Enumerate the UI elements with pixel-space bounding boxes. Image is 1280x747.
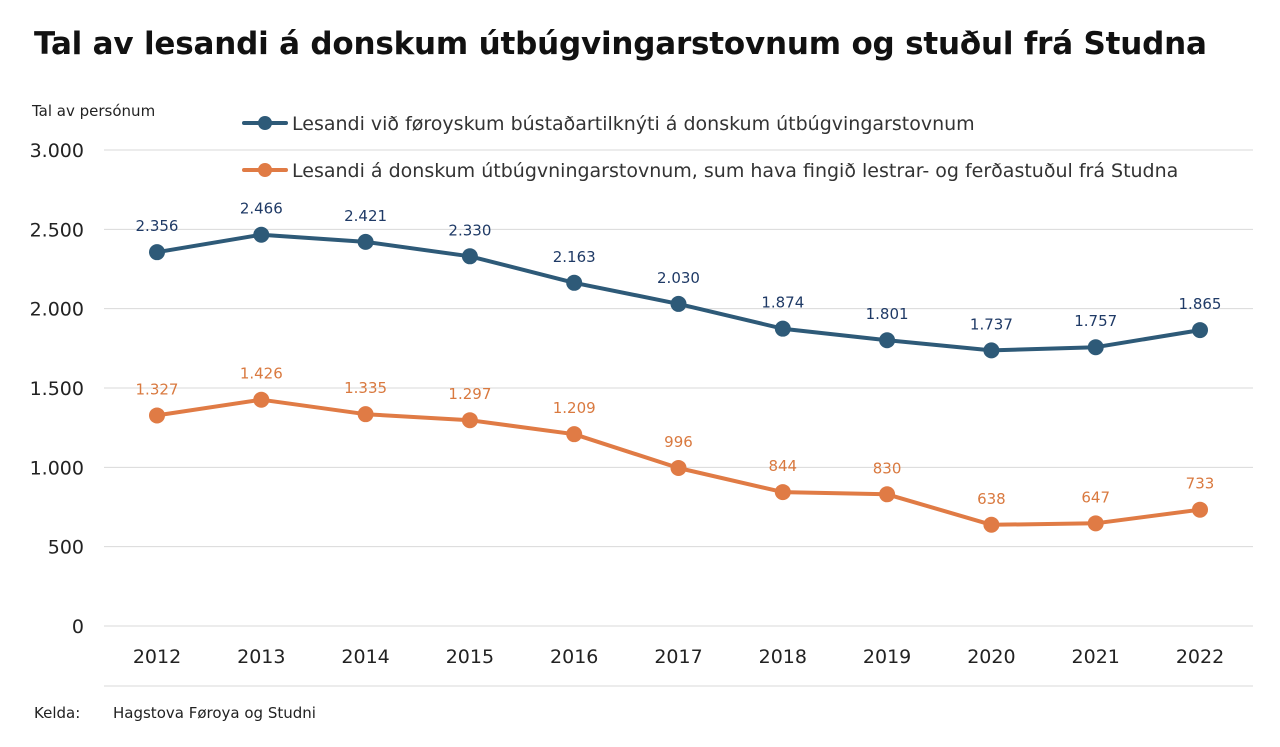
source-value: Hagstova Føroya og Studni <box>113 704 316 722</box>
series-2-data-label: 996 <box>664 433 693 451</box>
y-axis-label: Tal av persónum <box>31 102 155 120</box>
x-tick-label: 2015 <box>446 646 494 668</box>
series-1-point <box>1087 339 1104 356</box>
series-2-point <box>879 486 896 503</box>
series-2-point <box>149 407 165 424</box>
x-tick-label: 2018 <box>759 646 807 668</box>
x-tick-label: 2016 <box>550 646 598 668</box>
series-2-data-label: 733 <box>1186 475 1215 493</box>
series-1-point <box>774 320 791 337</box>
series-1-data-label: 1.801 <box>866 305 909 323</box>
series-2-data-label: 638 <box>977 490 1006 508</box>
series-2-data-label: 830 <box>873 459 902 477</box>
x-axis-ticks: 2012 2013 2014 2015 2016 2017 2018 2019 2020 2021… <box>133 646 1224 668</box>
series-2-data-label: 1.209 <box>553 399 596 417</box>
series-2-point <box>461 412 478 429</box>
series-1-point <box>670 295 687 312</box>
y-axis-ticks: 0 500 1.000 1.500 2.000 2.500 3.000 <box>30 140 84 638</box>
series-2-point <box>1087 515 1104 532</box>
data-labels: 2.356 2.466 2.421 2.330 2.163 2.030 1.874 1.801… <box>136 200 1222 508</box>
series-1-point <box>879 332 896 349</box>
chart-title: Tal av lesandi á donskum útbúgvingarstov… <box>34 26 1207 62</box>
x-tick-label: 2022 <box>1176 646 1224 668</box>
series-2-data-label: 1.297 <box>448 385 491 403</box>
x-tick-label: 2020 <box>967 646 1015 668</box>
series-2-point <box>983 516 1000 533</box>
series-1-data-label: 1.874 <box>761 294 804 312</box>
series-1-data-label: 2.163 <box>553 248 596 266</box>
series-2-data-label: 1.335 <box>344 379 387 397</box>
y-tick-label: 2.000 <box>30 299 84 321</box>
gridlines <box>104 149 1253 687</box>
series-2-point <box>357 406 374 423</box>
y-tick-label: 3.000 <box>30 140 84 162</box>
series-2-data-label: 844 <box>768 457 797 475</box>
series-2-point <box>1192 501 1208 518</box>
series-2-point <box>670 459 687 476</box>
series-2-point <box>566 426 583 443</box>
y-tick-label: 1.500 <box>30 378 84 400</box>
series-2-data-label: 1.327 <box>136 380 179 398</box>
x-tick-label: 2019 <box>863 646 911 668</box>
series-1-data-label: 2.356 <box>136 217 179 235</box>
y-tick-label: 1.000 <box>30 457 84 479</box>
legend-swatch-marker <box>258 163 272 177</box>
series-1-data-label: 1.865 <box>1179 295 1222 313</box>
series-1-point <box>149 244 165 261</box>
series-1-point <box>357 233 374 250</box>
series-1-data-label: 2.466 <box>240 200 283 218</box>
x-tick-label: 2013 <box>237 646 285 668</box>
x-tick-label: 2021 <box>1072 646 1120 668</box>
series-1-data-label: 2.030 <box>657 269 700 287</box>
x-tick-label: 2012 <box>133 646 181 668</box>
series-2-point <box>774 484 791 501</box>
series-1-data-label: 1.737 <box>970 315 1013 333</box>
series-1-point <box>566 274 583 291</box>
series-points <box>149 226 1208 533</box>
x-tick-label: 2014 <box>341 646 389 668</box>
series-2-data-label: 647 <box>1081 488 1110 506</box>
legend-swatch-marker <box>258 116 272 130</box>
legend: Lesandi við føroyskum bústaðartilknýti á… <box>242 113 1178 182</box>
series-2-point <box>253 391 270 408</box>
series-1-data-label: 1.757 <box>1074 312 1117 330</box>
series-1-point <box>461 248 478 265</box>
series-line-1 <box>155 232 1202 353</box>
x-tick-label: 2017 <box>654 646 702 668</box>
series-2-data-label: 1.426 <box>240 365 283 383</box>
y-tick-label: 0 <box>72 616 84 638</box>
series-1-point <box>253 226 270 243</box>
series-1-point <box>983 342 1000 359</box>
series-1-data-label: 2.330 <box>448 221 491 239</box>
legend-entry-1: Lesandi við føroyskum bústaðartilknýti á… <box>292 113 975 135</box>
y-tick-label: 2.500 <box>30 219 84 241</box>
series-1-data-label: 2.421 <box>344 207 387 225</box>
source-label: Kelda: <box>34 704 81 722</box>
y-tick-label: 500 <box>48 537 84 559</box>
legend-entry-2: Lesandi á donskum útbúgvningarstovnum, s… <box>292 160 1178 182</box>
series-1-point <box>1192 322 1208 339</box>
